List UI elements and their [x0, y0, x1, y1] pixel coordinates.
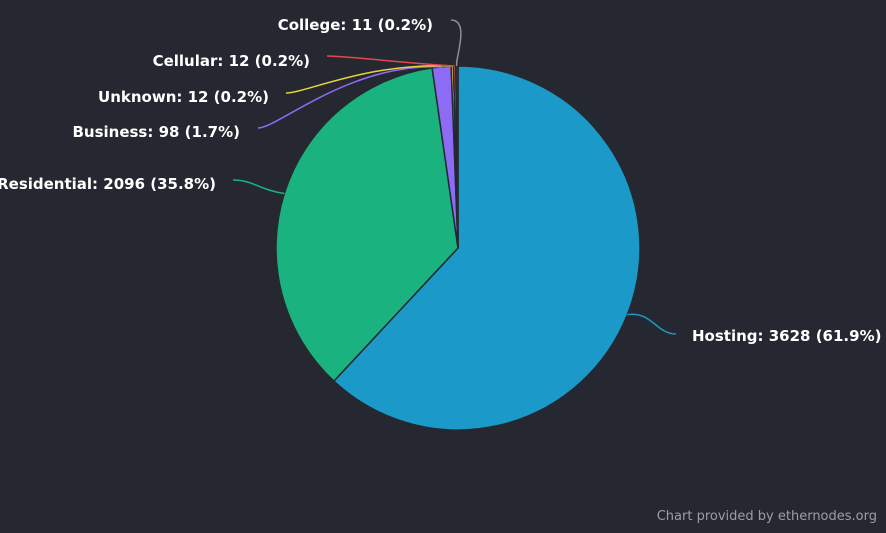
data-label-business: Business: 98 (1.7%)	[72, 123, 240, 141]
pie-slice-residential[interactable]	[275, 66, 459, 383]
data-label-residential: Residential: 2096 (35.8%)	[0, 175, 216, 193]
data-label-unknown: Unknown: 12 (0.2%)	[98, 88, 269, 106]
data-label-hosting: Hosting: 3628 (61.9%)	[692, 327, 881, 345]
leader-line-residential	[232, 179, 285, 195]
chart-credit-link[interactable]: Chart provided by ethernodes.org	[656, 509, 877, 524]
leader-line-business	[257, 65, 442, 129]
pie-slices	[275, 65, 641, 431]
pie-leader-lines	[232, 19, 677, 335]
data-label-college: College: 11 (0.2%)	[278, 16, 433, 34]
leader-line-hosting	[627, 313, 677, 335]
leader-line-cellular	[326, 55, 455, 67]
leader-line-unknown	[285, 64, 453, 94]
data-label-cellular: Cellular: 12 (0.2%)	[153, 52, 310, 70]
leader-line-college	[450, 19, 462, 67]
pie-labels: Hosting: 3628 (61.9%) Residential: 2096 (…	[0, 16, 881, 345]
